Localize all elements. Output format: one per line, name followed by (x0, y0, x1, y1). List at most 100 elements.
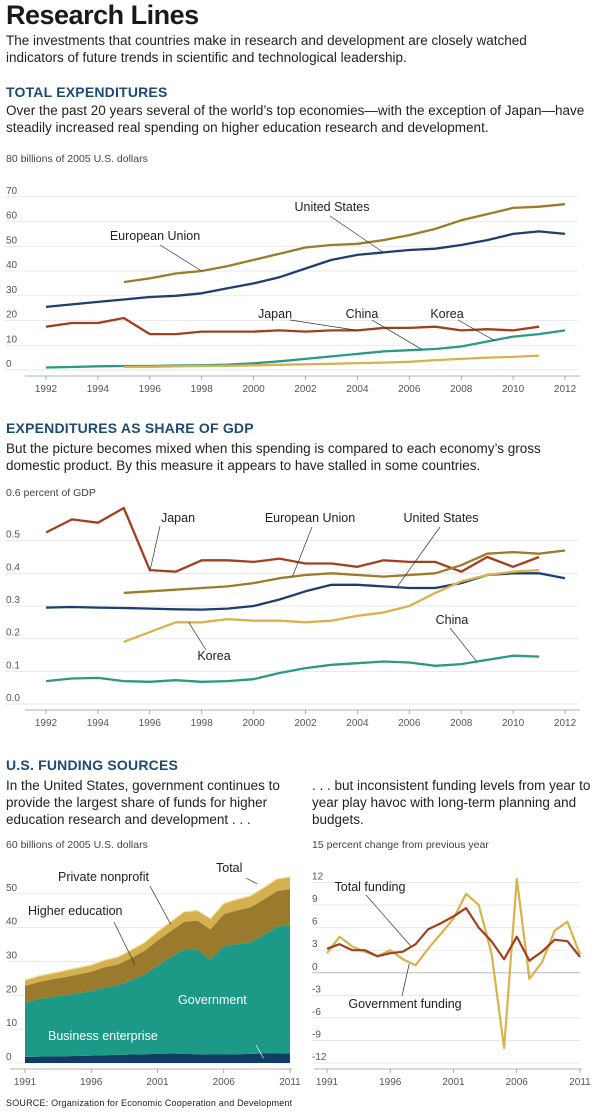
y-tick-label: 0.5 (6, 530, 20, 541)
x-tick-label: 2001 (146, 1077, 169, 1088)
x-tick-label: 2004 (346, 718, 369, 729)
x-tick-label: 1994 (87, 718, 110, 729)
leader-line (149, 885, 172, 925)
leader-line (159, 244, 202, 272)
series-label-united-states: United States (294, 200, 369, 214)
funding-unit-label: 60 billions of 2005 U.S. dollars (6, 839, 148, 851)
y-tick-label: 50 (6, 235, 18, 246)
section-us-text-right: . . . but inconsistent funding levels fr… (312, 778, 591, 827)
leader-line (449, 627, 478, 662)
y-tick-label: 10 (6, 1018, 18, 1029)
y-tick-label: -12 (312, 1052, 327, 1063)
page-title: Research Lines (6, 0, 199, 30)
x-tick-label: 2010 (502, 384, 525, 395)
source-note: SOURCE: Organization for Economic Cooper… (6, 1098, 293, 1108)
series-line-japan (45, 316, 540, 336)
x-tick-label: 2012 (554, 718, 577, 729)
series-line-china (45, 654, 540, 683)
series-label-european-union: European Union (110, 229, 200, 243)
x-tick-label: 1992 (35, 718, 58, 729)
total-outline (24, 876, 291, 981)
x-tick-label: 2002 (294, 718, 317, 729)
page-intro: The investments that countries make in r… (6, 33, 527, 65)
series-label-china: China (346, 307, 379, 321)
series-line-total-funding (326, 906, 581, 962)
y-tick-label: -9 (312, 1029, 321, 1040)
x-tick-label: 1998 (191, 384, 214, 395)
series-label-government-funding: Government funding (348, 997, 461, 1011)
chart-gdp-share: 0.0 0.1 0.2 0.3 0.4 0.5 1992 1994 1996 1998 2000 20… (5, 506, 580, 729)
section-us-heading: U.S. FUNDING SOURCES (6, 757, 179, 773)
change-unit-label: 15 percent change from previous year (312, 839, 489, 851)
area-higher-education (25, 889, 290, 1003)
series-label-china: China (436, 613, 469, 627)
leader-line (289, 319, 358, 331)
series-line-united-states (45, 572, 566, 611)
series-line-european-union (123, 203, 566, 284)
y-tick-label: 50 (6, 883, 18, 894)
section-gdp-heading: EXPENDITURES AS SHARE OF GDP (6, 420, 254, 436)
x-tick-label: 1996 (379, 1077, 402, 1088)
y-tick-label: 60 (6, 211, 18, 222)
x-tick-label: 1996 (139, 384, 162, 395)
chart-total-expenditures: 0 10 20 30 40 50 60 70 1992 1994 1996 1998 2000 2002 2… (5, 186, 580, 395)
y-tick-label: 0.3 (6, 595, 20, 606)
x-tick-label: 1996 (80, 1077, 103, 1088)
area-label-business-enterprise: Business enterprise (48, 1029, 158, 1043)
leader-line (371, 319, 423, 351)
area-label-private-nonprofit: Private nonprofit (58, 870, 150, 884)
chart-us-funding-sources: 0 10 20 30 40 50 1991 1996 2001 2006 2011 Total Priv… (6, 861, 301, 1088)
series-label-japan: Japan (258, 307, 292, 321)
chart-funding-change: -12 -9 -6 -3 0 3 6 9 12 1991 1996 2001 2006 2011 Total… (312, 872, 591, 1088)
leader-line (457, 319, 496, 342)
x-tick-label: 2000 (242, 718, 265, 729)
leader-line (292, 526, 313, 577)
series-line-korea (123, 354, 540, 369)
leader-line (149, 525, 161, 572)
section-us-text-left: In the United States, government continu… (6, 778, 280, 827)
x-tick-label: 2002 (294, 384, 317, 395)
section-gdp-text: But the picture becomes mixed when this … (6, 441, 541, 473)
area-business-enterprise (25, 1053, 290, 1063)
y-tick-label: -6 (312, 1007, 321, 1018)
y-tick-label: 40 (6, 260, 18, 271)
section-total-text: Over the past 20 years several of the wo… (6, 103, 585, 135)
series-line-united-states (45, 230, 566, 309)
leader-line (188, 622, 207, 651)
x-tick-label: 2006 (398, 384, 421, 395)
y-tick-label: 0 (6, 1052, 12, 1063)
y-tick-label: 3 (312, 939, 318, 950)
y-tick-label: 20 (6, 984, 18, 995)
area-label-higher-education: Higher education (28, 904, 123, 918)
area-label-government: Government (178, 993, 247, 1007)
x-tick-label: 2006 (213, 1077, 236, 1088)
y-tick-label: 0.1 (6, 660, 20, 671)
x-tick-label: 1996 (139, 718, 162, 729)
leader-line (365, 894, 411, 946)
x-tick-label: 2001 (442, 1077, 465, 1088)
x-tick-label: 2011 (569, 1077, 591, 1088)
x-tick-label: 2006 (506, 1077, 529, 1088)
series-label-japan: Japan (161, 511, 195, 525)
series-label-united-states: United States (403, 511, 478, 525)
area-government (25, 924, 290, 1057)
y-tick-label: 0.2 (6, 628, 20, 639)
y-tick-label: 0.4 (6, 562, 20, 573)
x-tick-label: 2004 (346, 384, 369, 395)
leader-line (396, 526, 441, 589)
y-tick-label: 0 (312, 962, 318, 973)
y-tick-label: 0.0 (6, 693, 20, 704)
series-line-korea (123, 568, 540, 643)
total-unit-label: 80 billions of 2005 U.S. dollars (6, 153, 148, 165)
x-tick-label: 2011 (279, 1077, 301, 1088)
series-label-korea: Korea (430, 307, 463, 321)
y-tick-label: 9 (312, 894, 318, 905)
leader-line (245, 877, 258, 884)
series-label-total-funding: Total funding (335, 880, 406, 894)
x-tick-label: 1992 (35, 384, 58, 395)
y-tick-label: 70 (6, 186, 18, 197)
leader-line (255, 1044, 264, 1059)
x-tick-label: 2008 (450, 384, 473, 395)
gdp-unit-label: 0.6 percent of GDP (6, 487, 96, 499)
series-label-korea: Korea (197, 649, 230, 663)
